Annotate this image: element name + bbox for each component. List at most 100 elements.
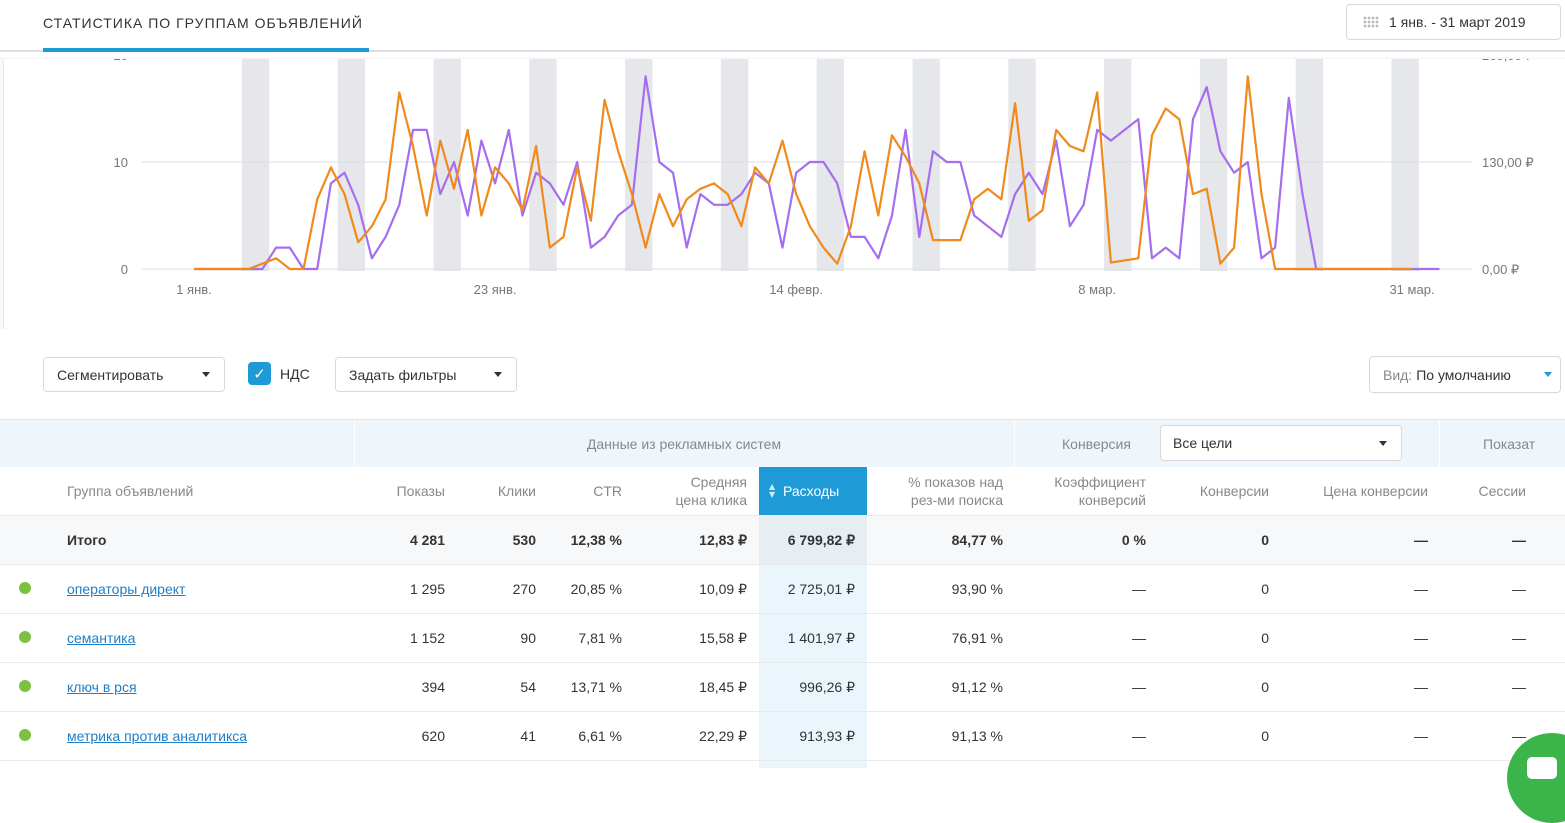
cost-column-highlight [759,565,867,613]
cell-sessions: — [1512,630,1526,646]
x-axis-tick: 23 янв. [474,282,517,297]
total-cost: 6 799,82 ₽ [787,531,855,548]
chevron-down-icon [494,372,502,377]
cell-conv-price: — [1414,728,1428,744]
chart-area: 0 10 20 0,00 ₽ 130,00 ₽ 260,00 ₽ 1 янв. 23 янв.… [0,57,1565,329]
top-bar: СТАТИСТИКА ПО ГРУППАМ ОБЪЯВЛЕНИЙ 1 янв. … [0,0,1565,52]
cell-shows: 1 295 [409,581,445,597]
total-impression-share: 84,77 % [951,532,1003,548]
col-header-sessions[interactable]: Сессии [1478,483,1526,499]
weekend-band [720,59,749,271]
cost-column-highlight [759,761,867,768]
ad-group-link[interactable]: семантика [67,630,136,646]
cell-impression-share: 76,91 % [951,630,1003,646]
col-header-avg-cpc[interactable]: Средняя цена клика [675,474,747,508]
conversion-goal-select[interactable]: Все цели [1160,425,1402,461]
weekend-band [1295,59,1324,271]
col-header-conv-rate[interactable]: Коэффициент конверсий [1054,474,1146,508]
cost-column-highlight [759,516,867,564]
line-chart: 0 10 20 0,00 ₽ 130,00 ₽ 260,00 ₽ 1 янв. 23 янв.… [114,59,1534,297]
series-line [194,75,1440,271]
y-axis-right-tick: 130,00 ₽ [1482,155,1534,170]
ad-group-link[interactable]: метрика против аналитикса [67,728,248,744]
cell-sessions: — [1512,728,1526,744]
cell-cpc: 18,45 ₽ [699,678,747,695]
total-clicks: 530 [512,532,536,548]
weekend-band [337,59,366,271]
total-conversions: 0 [1261,532,1269,548]
ad-group-link[interactable]: ключ в рся [67,679,137,695]
cell-cost: 996,26 ₽ [799,678,855,695]
y-axis-right-tick: 260,00 ₽ [1482,59,1534,63]
y-axis-right-tick: 0,00 ₽ [1482,262,1519,277]
table-row: метрика против аналитикса 620 41 6,61 % … [0,711,1565,760]
chevron-down-icon [202,372,210,377]
col-header-group[interactable]: Группа объявлений [67,483,194,499]
y-axis-left-tick: 0 [121,262,128,277]
col-header-shows[interactable]: Показы [396,483,445,499]
date-range-label: 1 янв. - 31 март 2019 [1389,14,1526,30]
cost-column-highlight [759,712,867,760]
group-conversion: Конверсия [1062,436,1131,452]
cell-shows: 620 [421,728,445,744]
status-dot-icon [19,729,31,741]
table-row [0,760,1565,768]
segment-dropdown[interactable]: Сегментировать [43,357,225,392]
chevron-down-icon [1379,441,1387,446]
col-header-ctr[interactable]: CTR [593,483,622,499]
view-dropdown-label: Вид: [1383,366,1413,383]
weekend-band [816,59,845,271]
view-dropdown-value: По умолчанию [1416,366,1511,383]
col-header-cost-sorted[interactable]: ▲ ▼ Расходы [759,467,867,515]
calendar-icon [1363,16,1379,28]
status-dot-icon [19,631,31,643]
total-label: Итого [67,532,107,548]
sort-arrows-icon: ▲ ▼ [769,482,776,499]
cell-impression-share: 93,90 % [951,581,1003,597]
cell-conv-price: — [1414,679,1428,695]
segment-dropdown-label: Сегментировать [57,366,164,383]
conversion-goal-value: Все цели [1173,435,1233,451]
group-indicators: Показат [1483,436,1536,452]
total-conv-price: — [1414,532,1428,548]
table-total-row: Итого 4 281 530 12,38 % 12,83 ₽ 6 799,82… [0,515,1565,564]
nds-checkbox[interactable]: ✓ НДС [248,362,310,385]
col-header-clicks[interactable]: Клики [497,483,536,499]
cell-cpc: 10,09 ₽ [699,580,747,597]
y-axis-left-tick: 20 [114,59,128,63]
weekend-band [241,59,270,271]
cell-conversions: 0 [1261,581,1269,597]
tab-ad-group-stats[interactable]: СТАТИСТИКА ПО ГРУППАМ ОБЪЯВЛЕНИЙ [43,0,369,52]
cell-conv-rate: — [1132,679,1146,695]
cell-ctr: 6,61 % [578,728,622,744]
cell-conv-price: — [1414,630,1428,646]
view-dropdown[interactable]: Вид: По умолчанию [1369,356,1561,393]
col-header-impression-share[interactable]: % показов над рез-ми поиска [908,474,1003,508]
x-axis-tick: 31 мар. [1389,282,1434,297]
y-axis-left-tick: 10 [114,155,128,170]
cell-conv-price: — [1414,581,1428,597]
ad-group-link[interactable]: операторы директ [67,581,186,597]
status-dot-icon [19,582,31,594]
checkmark-icon[interactable]: ✓ [248,362,271,385]
cell-conversions: 0 [1261,728,1269,744]
cell-cost: 2 725,01 ₽ [787,580,855,597]
divider [1439,420,1440,468]
weekend-band [529,59,557,271]
cost-column-highlight [759,614,867,662]
x-axis-tick: 14 февр. [769,282,823,297]
filters-dropdown[interactable]: Задать фильтры [335,357,517,392]
total-cpc: 12,83 ₽ [699,531,747,548]
col-header-conv-price[interactable]: Цена конверсии [1323,483,1428,499]
cell-conversions: 0 [1261,679,1269,695]
col-header-conversions[interactable]: Конверсии [1199,483,1269,499]
group-ad-systems: Данные из рекламных систем [586,436,782,452]
date-range-button[interactable]: 1 янв. - 31 март 2019 [1346,4,1561,40]
cell-cost: 913,93 ₽ [799,727,855,744]
cell-impression-share: 91,12 % [951,679,1003,695]
cell-cost: 1 401,97 ₽ [787,629,855,646]
nds-label: НДС [280,365,310,382]
cell-shows: 1 152 [409,630,445,646]
cell-ctr: 7,81 % [578,630,622,646]
cell-clicks: 90 [520,630,536,646]
